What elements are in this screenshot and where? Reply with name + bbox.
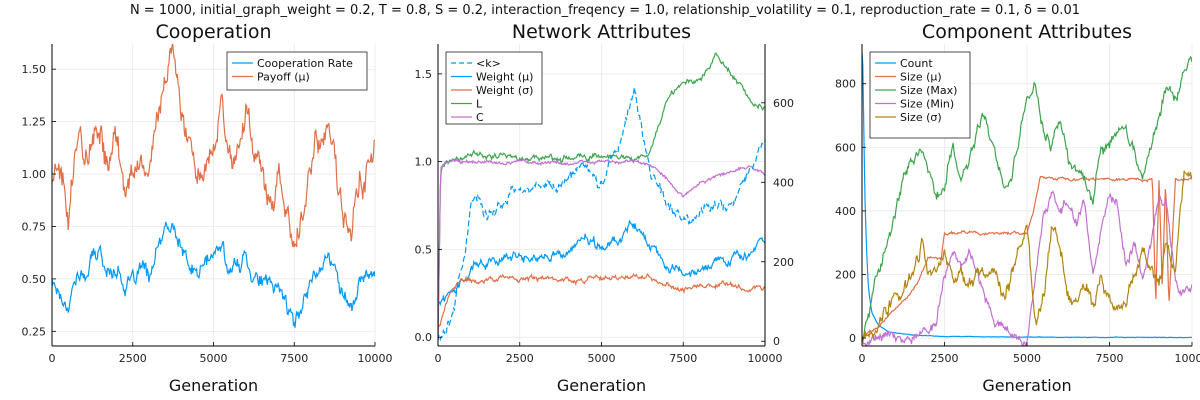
legend: <k>Weight (μ)Weight (σ)LC	[445, 51, 543, 125]
legend-label-c: C	[476, 111, 484, 124]
y-tick-label: 0.25	[22, 325, 47, 338]
x-axis-label: Generation	[557, 376, 646, 395]
legend-label-size-max: Size (Max)	[900, 84, 957, 97]
x-tick-label: 2500	[931, 352, 959, 365]
y-tick-label: 1.5	[415, 68, 433, 81]
series-line-weight	[438, 273, 765, 330]
x-tick-label: 7500	[669, 352, 697, 365]
y-tick-label: 200	[835, 268, 856, 281]
y-tick-label: 1.25	[22, 116, 47, 129]
legend-label-size: Size (σ)	[900, 111, 942, 124]
x-tick-label: 0	[49, 352, 56, 365]
y-tick-label: 0.75	[22, 220, 47, 233]
y-tick-label: 0.5	[415, 243, 433, 256]
legend-label-weight: Weight (σ)	[476, 84, 533, 97]
legend-label-count: Count	[900, 57, 933, 70]
legend-box	[226, 51, 368, 91]
x-tick-label: 5000	[1013, 352, 1041, 365]
legend-label-k: <k>	[476, 57, 501, 70]
y-tick-label: 1.00	[22, 168, 47, 181]
y-tick-label: 1.0	[415, 156, 433, 169]
series-line-size	[862, 175, 1192, 340]
y2-tick-label: 400	[773, 176, 794, 189]
series-group	[862, 51, 1192, 346]
x-tick-label: 10000	[748, 352, 783, 365]
legend-label-l: L	[476, 98, 483, 111]
y2-tick-label: 0	[773, 335, 780, 348]
panel-title: Network Attributes	[512, 21, 691, 43]
network-attributes-panel: 0 2500 5000 7500 10000 0.0 0.5 1.0 1.5 0 200 400 600…	[415, 21, 795, 395]
x-tick-label: 2500	[119, 352, 147, 365]
x-tick-label: 0	[435, 352, 442, 365]
series-group	[52, 44, 375, 328]
y-tick-label: 0.0	[415, 331, 433, 344]
x-tick-label: 5000	[588, 352, 616, 365]
y2-tick-label: 200	[773, 256, 794, 269]
x-tick-label: 7500	[1096, 352, 1124, 365]
legend-label-cooperation-rate: Cooperation Rate	[257, 57, 353, 70]
x-tick-label: 0	[859, 352, 866, 365]
x-tick-label: 5000	[200, 352, 228, 365]
series-line-size-max	[862, 55, 1192, 340]
series-line-size-min	[862, 190, 1192, 346]
y-tick-label: 1.50	[22, 63, 47, 76]
series-line-cooperation-rate	[52, 221, 375, 328]
series-group	[438, 52, 765, 342]
component-attributes-panel: 0 2500 5000 7500 10000 0 200 400 600 800 Component…	[835, 21, 1200, 395]
x-tick-label: 10000	[1175, 352, 1200, 365]
legend-label-size-min: Size (Min)	[900, 98, 954, 111]
series-line-l	[438, 52, 765, 338]
series-line-weight	[438, 219, 765, 307]
panel-title: Component Attributes	[922, 21, 1132, 43]
series-line-c	[438, 158, 765, 338]
legend-label-payoff: Payoff (μ)	[257, 71, 310, 84]
y-tick-label: 0.50	[22, 273, 47, 286]
legend-box	[869, 51, 971, 139]
series-line-size	[862, 170, 1192, 343]
cooperation-panel: 0 2500 5000 7500 10000 0.25 0.50 0.75 1.00 1.25 1.…	[22, 21, 393, 395]
x-tick-label: 10000	[358, 352, 393, 365]
y-tick-label: 600	[835, 141, 856, 154]
panel-title: Cooperation	[155, 21, 271, 43]
y2-tick-label: 600	[773, 97, 794, 110]
legend-box	[445, 51, 543, 125]
x-tick-label: 2500	[506, 352, 534, 365]
x-tick-label: 7500	[280, 352, 308, 365]
series-line-k	[438, 86, 765, 342]
x-axis-label: Generation	[169, 376, 258, 395]
x-axis-label: Generation	[982, 376, 1071, 395]
y-tick-label: 800	[835, 78, 856, 91]
legend-label-weight: Weight (μ)	[476, 71, 533, 84]
y-tick-label: 0	[849, 332, 856, 345]
series-line-payoff	[52, 44, 375, 248]
legend-label-size: Size (μ)	[900, 71, 942, 84]
y-tick-label: 400	[835, 205, 856, 218]
figure-supertitle: N = 1000, initial_graph_weight = 0.2, T …	[130, 3, 1080, 18]
